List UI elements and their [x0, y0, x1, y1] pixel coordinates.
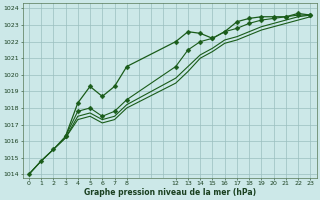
X-axis label: Graphe pression niveau de la mer (hPa): Graphe pression niveau de la mer (hPa) [84, 188, 256, 197]
